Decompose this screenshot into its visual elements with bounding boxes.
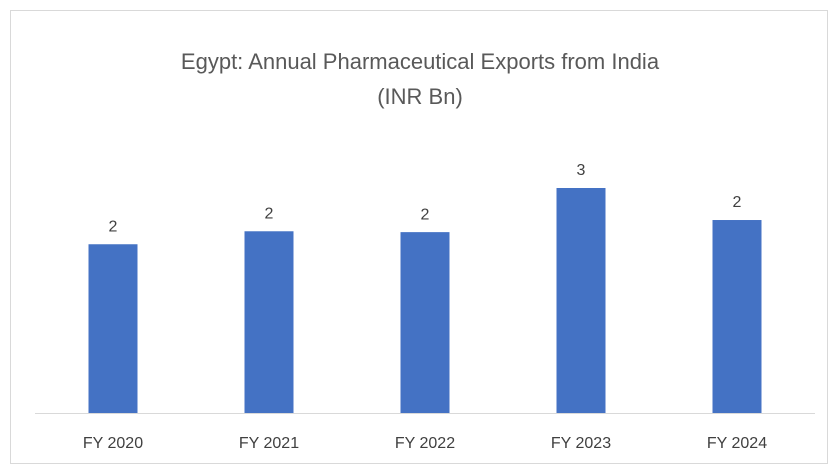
bar (400, 232, 450, 413)
bar (712, 220, 762, 413)
bar (88, 244, 138, 413)
data-label: 2 (421, 206, 430, 223)
chart-border (10, 10, 828, 464)
bar (556, 188, 606, 413)
x-tick-label: FY 2020 (83, 435, 143, 452)
data-label: 2 (733, 194, 742, 211)
data-label: 2 (265, 205, 274, 222)
x-tick-label: FY 2023 (551, 435, 611, 452)
data-label: 3 (577, 162, 586, 179)
x-tick-label: FY 2024 (707, 435, 767, 452)
data-label: 2 (109, 218, 118, 235)
bar (244, 231, 294, 413)
chart-title: Egypt: Annual Pharmaceutical Exports fro… (180, 49, 660, 109)
x-tick-label: FY 2021 (239, 435, 299, 452)
x-tick-label: FY 2022 (395, 435, 455, 452)
